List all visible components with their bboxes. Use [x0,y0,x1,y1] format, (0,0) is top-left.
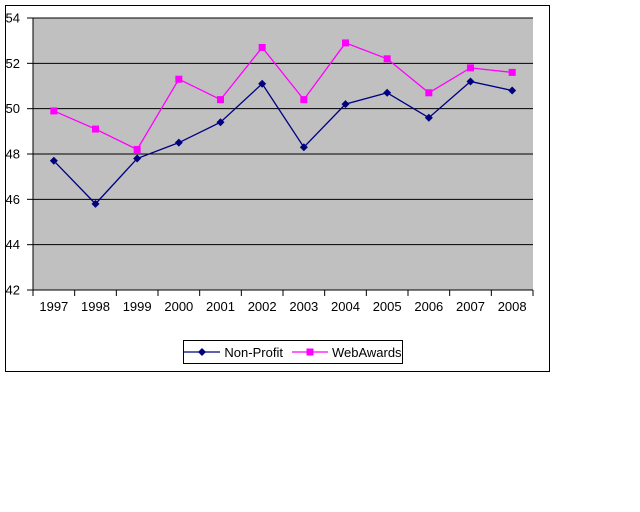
data-point-non-profit [299,143,308,152]
x-axis-label: 1999 [123,299,152,314]
data-point-webawards [50,107,58,115]
x-axis-label: 2003 [289,299,318,314]
data-point-non-profit [216,118,225,127]
data-point-non-profit [466,77,475,86]
data-point-webawards [133,145,141,153]
x-axis-label: 1998 [81,299,110,314]
legend-label-non-profit: Non-Profit [224,344,283,360]
chart-frame: 42 44 46 48 50 52 54 1997 1998 1999 2000 2001 2002 20… [5,5,550,372]
x-axis-label: 2001 [206,299,235,314]
data-point-webawards [467,64,474,72]
data-point-non-profit [91,199,100,208]
x-axis-label: 1997 [39,299,68,314]
x-axis-label: 2008 [498,299,527,314]
y-axis-label: 54 [6,11,20,26]
x-axis-label: 2007 [456,299,485,314]
data-point-webawards [217,96,224,104]
data-point-webawards [175,75,183,83]
y-axis-label: 50 [6,101,20,116]
legend-item-webawards: WebAwards [291,344,402,360]
data-point-webawards [342,39,349,47]
y-axis-label: 48 [6,147,20,162]
legend: Non-Profit WebAwards [183,340,403,364]
x-axis-label: 2000 [164,299,193,314]
legend-marker-webawards [306,348,314,356]
series-line-webawards [53,42,513,151]
y-axis-label: 44 [6,237,20,252]
y-axis-label: 46 [6,192,20,207]
data-point-webawards [425,89,433,97]
data-point-non-profit [49,156,58,165]
data-point-non-profit [258,79,267,88]
x-axis-label: 2002 [248,299,277,314]
legend-item-non-profit: Non-Profit [184,345,283,360]
data-point-non-profit [508,86,517,95]
legend-swatch-square-icon [291,348,328,356]
y-axis-label: 42 [6,283,20,298]
data-point-webawards [92,125,99,133]
data-point-non-profit [174,138,183,147]
x-axis-label: 2004 [331,299,360,314]
line-chart: 42 44 46 48 50 52 54 1997 1998 1999 2000 2001 2002 20… [6,11,534,314]
series-line-non-profit [53,80,513,205]
x-axis-label: 2006 [414,299,443,314]
y-axis-label: 52 [6,56,20,71]
data-point-webawards [508,68,516,76]
data-point-webawards [383,55,391,63]
legend-swatch-diamond-icon [184,348,221,356]
data-point-non-profit [341,100,350,109]
data-point-webawards [300,96,308,104]
data-point-non-profit [424,113,433,122]
x-axis-label: 2005 [373,299,402,314]
data-point-webawards [258,43,266,51]
data-point-non-profit [133,154,142,163]
legend-label-webawards: WebAwards [331,344,402,360]
legend-marker-non-profit [198,348,207,356]
data-point-non-profit [383,88,392,97]
